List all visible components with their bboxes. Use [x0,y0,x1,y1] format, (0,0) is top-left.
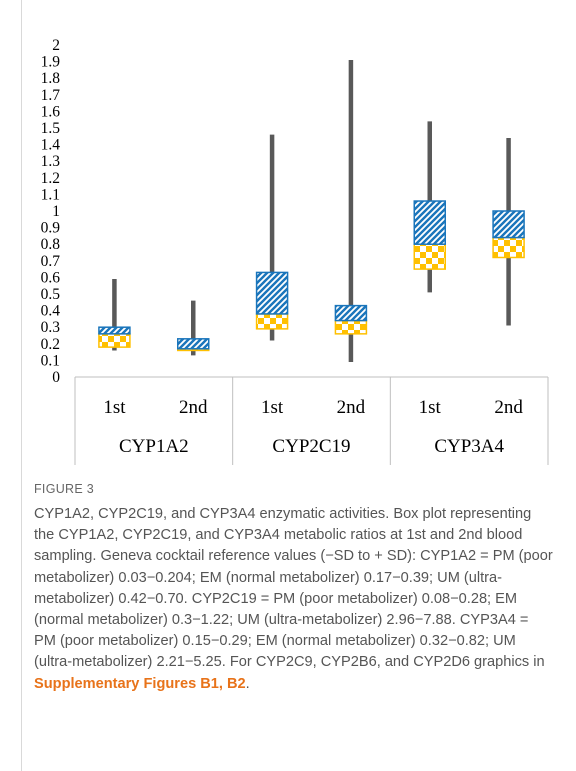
box-upper [413,200,446,245]
box-upper [255,271,289,315]
group-label: CYP2C19 [272,436,350,457]
y-tick-label: 0.6 [41,269,61,286]
y-tick-label: 1.3 [41,153,61,170]
y-tick-label: 1.1 [41,186,60,203]
y-tick-label: 0.2 [41,336,60,353]
box-plot-chart: 0 0.1 0.2 0.3 0.4 0.5 0.6 0.7 0.8 0.9 1 1.1 1.2 1.3 1.… [41,37,549,465]
group-label: CYP1A2 [119,436,189,457]
y-tick-label: 1.2 [41,170,60,187]
figure-caption: FIGURE 3 CYP1A2, CYP2C19, and CYP3A4 enz… [34,482,554,695]
y-tick-label: 1.9 [41,54,61,71]
category-label: 2nd [179,397,208,418]
figure-description: CYP1A2, CYP2C19, and CYP3A4 enzymatic ac… [34,504,554,695]
y-tick-label: 1.7 [41,87,61,104]
y-tick-label: 0.1 [41,352,60,369]
category-label: 1st [419,397,442,418]
box-lower [492,236,525,259]
y-tick-label: 0.5 [41,286,61,303]
category-label: 1st [103,397,126,418]
category-label: 2nd [494,397,523,418]
y-tick-label: 1.5 [41,120,61,137]
group-label: CYP3A4 [434,436,504,457]
y-tick-label: 1 [52,203,60,220]
y-tick-label: 0.4 [41,303,61,320]
box-upper [334,304,368,322]
box-lower [255,313,289,330]
caption-end: . [245,675,250,692]
category-label: 1st [261,397,284,418]
y-tick-label: 0.3 [41,319,61,336]
axes-layer [74,376,549,465]
chart-svg: 00.10.20.30.40.50.60.70.80.911.11.21.31.… [41,37,549,465]
box-lower [413,243,446,270]
y-tick-label: 0.9 [41,220,61,237]
y-tick-label: 1.8 [41,70,61,87]
box-lower [98,333,131,348]
supplementary-link[interactable]: Supplementary Figures B1, B2 [34,675,246,692]
figure-label: FIGURE 3 [34,482,95,496]
frame-border [21,0,22,771]
y-tick-label: 1.4 [41,137,61,154]
box-lower [334,319,368,335]
y-tick-label: 0.7 [41,253,61,270]
box-upper [98,326,131,335]
labels-layer: 00.10.20.30.40.50.60.70.80.911.11.21.31.… [41,37,524,457]
y-tick-label: 2 [52,37,60,54]
box-upper [492,210,525,239]
caption-text: CYP1A2, CYP2C19, and CYP3A4 enzymatic ac… [34,506,553,671]
y-tick-label: 0.8 [41,236,61,253]
y-tick-label: 0 [52,369,60,386]
marks-layer [98,59,525,363]
y-tick-label: 1.6 [41,103,61,120]
box-upper [177,338,210,350]
category-label: 2nd [337,397,366,418]
